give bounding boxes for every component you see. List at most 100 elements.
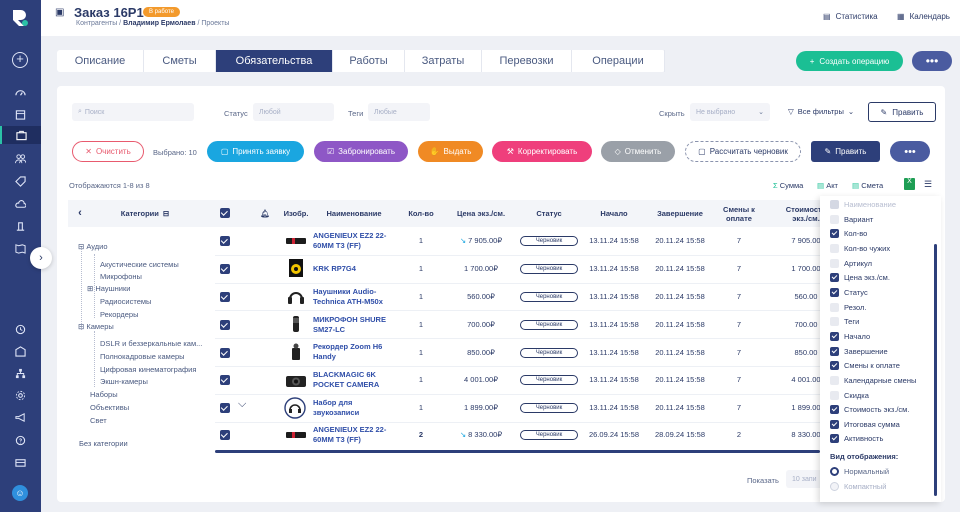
checkbox[interactable] — [830, 420, 839, 429]
column-toggle[interactable]: Кол-во чужих — [830, 244, 890, 253]
map-icon[interactable] — [0, 239, 41, 257]
column-name[interactable]: Наименование — [326, 209, 382, 218]
checkbox[interactable] — [830, 303, 839, 312]
tab-description[interactable]: Описание — [57, 50, 144, 72]
add-icon[interactable]: + — [12, 52, 28, 68]
calendar-link[interactable]: ▦ Календарь — [897, 12, 950, 21]
excel-icon[interactable]: X — [904, 178, 915, 190]
column-toggle[interactable]: Стоимость экз./см. — [830, 405, 909, 414]
cloud-icon[interactable] — [0, 195, 41, 213]
tags-filter[interactable]: Любые — [368, 103, 430, 121]
projects-icon[interactable] — [0, 126, 41, 144]
help-icon[interactable] — [0, 431, 41, 449]
category-item[interactable]: Радиосистемы — [100, 297, 152, 306]
wallet-icon[interactable] — [0, 453, 41, 471]
select-all-checkbox[interactable] — [220, 208, 230, 218]
reserve-button[interactable]: ☑ Забронировать — [314, 141, 408, 162]
status-pill[interactable]: Черновик — [520, 320, 578, 330]
hide-filter[interactable]: Не выбрано ⌄ — [690, 103, 770, 121]
column-start[interactable]: Начало — [600, 209, 628, 218]
more-actions-button[interactable]: ••• — [890, 141, 930, 162]
item-name[interactable]: ANGENIEUX EZ2 22-60MM T3 (FF) — [313, 231, 387, 250]
columns-settings-icon[interactable]: ☰ — [924, 179, 933, 189]
checkbox[interactable] — [830, 317, 839, 326]
breadcrumb-item[interactable]: Владимир Ермолаев — [123, 20, 196, 27]
cancel-button[interactable]: ◇ Отменить — [601, 141, 675, 162]
status-filter[interactable]: Любой — [253, 103, 334, 121]
issue-button[interactable]: ✋ Выдать — [418, 141, 483, 162]
edit-filters-button[interactable]: ✎ Править — [868, 102, 936, 122]
row-checkbox[interactable] — [220, 348, 230, 358]
horizontal-scrollbar[interactable] — [215, 450, 820, 453]
column-toggle[interactable]: Теги — [830, 317, 859, 326]
structure-icon[interactable] — [0, 364, 41, 382]
item-name[interactable]: Набор для звукозаписи — [313, 398, 360, 417]
item-name[interactable]: Наушники Audio-Technica ATH-M50x — [313, 287, 383, 306]
megaphone-icon[interactable] — [0, 408, 41, 426]
act-button[interactable]: ▤ Акт — [817, 181, 838, 190]
panel-scrollbar[interactable] — [934, 244, 937, 496]
column-end[interactable]: Завершение — [657, 209, 703, 218]
column-toggle[interactable]: Итоговая сумма — [830, 420, 900, 429]
category-item[interactable]: ⊞ Наушники — [87, 284, 131, 293]
category-item[interactable]: Объективы — [90, 403, 130, 412]
checkbox[interactable] — [830, 434, 839, 443]
warehouse-icon[interactable] — [0, 342, 41, 360]
view-mode-normal[interactable]: Нормальный — [830, 467, 889, 476]
column-toggle[interactable]: Скидка — [830, 391, 869, 400]
expand-sidebar-button[interactable]: › — [30, 247, 52, 269]
statistics-link[interactable]: ▤ Статистика — [823, 12, 878, 21]
edit-selected-button[interactable]: ✎ Править — [811, 141, 880, 162]
row-checkbox[interactable] — [220, 375, 230, 385]
category-item[interactable]: ⊟ Камеры — [78, 322, 114, 331]
checkbox[interactable] — [830, 405, 839, 414]
item-name[interactable]: KRK RP7G4 — [313, 264, 356, 273]
checkbox[interactable] — [830, 288, 839, 297]
category-item[interactable]: DSLR и беззеркальные кам... — [100, 339, 203, 348]
category-item[interactable]: Без категории — [79, 439, 128, 448]
category-item[interactable]: Акустические системы — [100, 260, 179, 269]
tab-expenses[interactable]: Затраты — [405, 50, 482, 72]
dashboard-icon[interactable] — [0, 83, 41, 101]
column-qty[interactable]: Кол-во — [408, 209, 434, 218]
item-name[interactable]: Рекордер Zoom H6 Handy — [313, 342, 383, 361]
history-icon[interactable] — [0, 320, 41, 338]
create-operation-button[interactable]: + Создать операцию — [796, 51, 903, 71]
column-toggle[interactable]: Резол. — [830, 303, 867, 312]
status-pill[interactable]: Черновик — [520, 375, 578, 385]
chevron-down-icon[interactable]: ⌵ — [238, 398, 247, 410]
sum-button[interactable]: Σ Сумма — [773, 181, 804, 190]
adjust-button[interactable]: ⚒ Корректировать — [492, 141, 592, 162]
row-checkbox[interactable] — [220, 292, 230, 302]
tab-works[interactable]: Работы — [333, 50, 405, 72]
status-pill[interactable]: Черновик — [520, 264, 578, 274]
column-toggle[interactable]: Цена экз./см. — [830, 273, 890, 282]
column-cost[interactable]: Стоимость экз./см. — [785, 204, 827, 223]
breadcrumb-item[interactable]: Контрагенты — [76, 20, 118, 27]
item-name[interactable]: BLACKMAGIC 6K POCKET CAMERA — [313, 370, 380, 389]
column-toggle[interactable]: Артикул — [830, 259, 872, 268]
column-image[interactable]: Изобр. — [283, 209, 309, 218]
calculate-draft-button[interactable]: ▢ Рассчитать черновик — [685, 141, 801, 162]
all-filters-button[interactable]: ▽ Все фильтры ⌄ — [788, 107, 855, 116]
radio[interactable] — [830, 482, 839, 491]
status-pill[interactable]: Черновик — [520, 236, 578, 246]
checkbox[interactable] — [830, 391, 839, 400]
more-button[interactable]: ••• — [912, 51, 952, 71]
radio[interactable] — [830, 467, 839, 476]
column-toggle[interactable]: Начало — [830, 332, 870, 341]
checkbox[interactable] — [830, 347, 839, 356]
row-checkbox[interactable] — [220, 403, 230, 413]
checkbox[interactable] — [830, 332, 839, 341]
tab-estimates[interactable]: Сметы — [144, 50, 216, 72]
category-item[interactable]: ⊟ Аудио — [78, 242, 108, 251]
page-size-select[interactable]: 10 запи — [786, 470, 826, 488]
column-toggle[interactable]: Смены к оплате — [830, 361, 900, 370]
category-item[interactable]: Наборы — [90, 390, 118, 399]
column-toggle[interactable]: Кол-во — [830, 229, 867, 238]
category-item[interactable]: Экшн-камеры — [100, 377, 148, 386]
category-item[interactable]: Цифровая кинематография — [100, 365, 197, 374]
checkbox[interactable] — [830, 215, 839, 224]
checkbox[interactable] — [830, 259, 839, 268]
search-input[interactable]: ⌕ Поиск — [72, 103, 194, 121]
